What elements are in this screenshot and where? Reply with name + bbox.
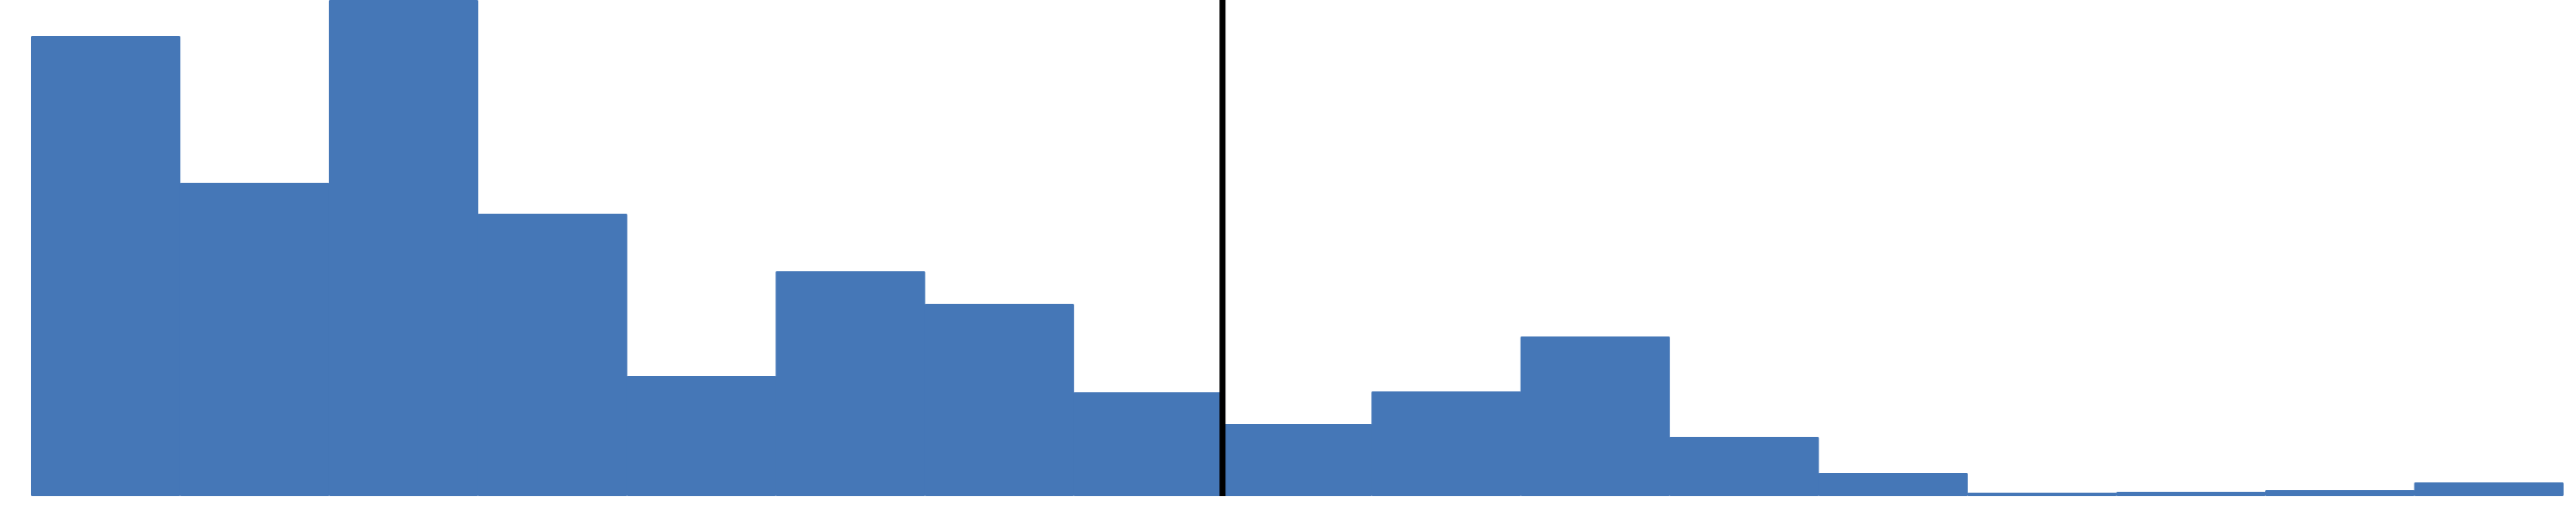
bar — [1073, 392, 1224, 496]
bar — [775, 271, 926, 496]
bar — [1967, 493, 2117, 496]
bar — [31, 36, 181, 496]
bar — [2265, 490, 2415, 496]
bar — [1818, 473, 1968, 496]
bar — [328, 0, 479, 496]
bar — [626, 376, 776, 496]
bar — [179, 183, 330, 496]
bar — [2414, 482, 2564, 496]
bar — [1520, 336, 1670, 496]
bar — [1222, 424, 1372, 496]
bar — [2116, 492, 2266, 496]
bar — [1371, 391, 1522, 496]
bar — [477, 214, 628, 496]
bar — [924, 304, 1074, 496]
bars-group — [31, 0, 2564, 496]
bar — [1669, 437, 1820, 496]
